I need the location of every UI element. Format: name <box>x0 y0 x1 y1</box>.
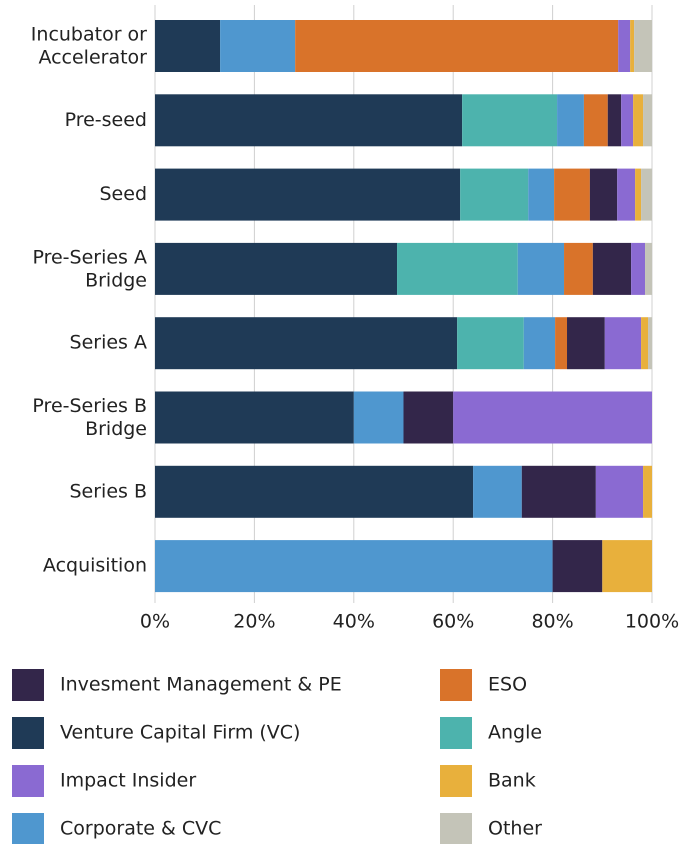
bar-segment <box>155 242 398 295</box>
bar-segment <box>564 242 593 295</box>
bar-segment <box>155 20 221 72</box>
legend-label: Bank <box>488 770 536 792</box>
y-tick-label: Pre-Series A Bridge <box>32 246 147 291</box>
bar-segment <box>403 391 454 444</box>
bar-segment <box>462 94 558 147</box>
legend-swatch <box>12 813 44 844</box>
bar-segment <box>557 94 584 147</box>
x-tick-label: 40% <box>333 611 375 633</box>
bar-segment <box>641 168 652 221</box>
bar-segment <box>473 465 522 518</box>
bar-segment <box>621 94 634 147</box>
y-tick-label: Pre-Series B Bridge <box>32 395 147 440</box>
bar-segment <box>155 465 474 518</box>
x-tick-label: 100% <box>625 611 679 633</box>
bar-segment <box>517 242 565 295</box>
bar-segment <box>353 391 404 444</box>
bar-segment <box>633 94 644 147</box>
bar-segment <box>645 242 652 295</box>
bar-segment <box>602 540 652 593</box>
bar-segment <box>155 540 553 593</box>
x-tick-label: 20% <box>233 611 275 633</box>
bar-segment <box>589 168 618 221</box>
bar-segment <box>617 168 636 221</box>
bar-segment <box>583 94 608 147</box>
bar-segment <box>523 317 556 370</box>
legend-label: Other <box>488 818 542 840</box>
legend-swatch <box>440 669 472 701</box>
y-tick-label: Pre-seed <box>65 109 147 131</box>
bar-segment <box>397 242 518 295</box>
legend-label: ESO <box>488 674 527 696</box>
legend-label: Corporate & CVC <box>60 818 221 840</box>
bar-segment <box>631 242 646 295</box>
bar-segment <box>457 317 524 370</box>
legend-label: Angle <box>488 722 542 744</box>
bar-segment <box>567 317 605 370</box>
legend-swatch <box>440 717 472 749</box>
bar-segment <box>453 391 652 444</box>
bar-segment <box>554 168 590 221</box>
bar-segment <box>643 94 652 147</box>
bar-segment <box>460 168 529 221</box>
bar-segment <box>595 465 644 518</box>
bar-segment <box>155 94 463 147</box>
legend-swatch <box>12 765 44 797</box>
bar-segment <box>552 540 603 593</box>
y-tick-label: Acquisition <box>43 555 147 577</box>
legend-label: Impact Insider <box>60 770 196 792</box>
bar-segment <box>155 391 354 444</box>
legend-swatch <box>12 717 44 749</box>
y-tick-label: Seed <box>100 183 148 205</box>
bar-segment <box>618 20 631 72</box>
legend-label: Venture Capital Firm (VC) <box>60 722 300 744</box>
x-tick-label: 80% <box>531 611 573 633</box>
bar-segment <box>155 168 461 221</box>
legend-swatch <box>12 669 44 701</box>
legend-swatch <box>440 765 472 797</box>
x-tick-label: 0% <box>140 611 170 633</box>
bar-segment <box>607 94 622 147</box>
bar-segment <box>630 20 635 72</box>
bar-segment <box>635 168 642 221</box>
bar-segment <box>634 20 652 72</box>
bar-segment <box>521 465 596 518</box>
y-tick-label: Incubator or Accelerator <box>31 23 147 68</box>
legend-label: Invesment Management & PE <box>60 674 342 696</box>
bar-segment <box>604 317 642 370</box>
x-tick-label: 60% <box>432 611 474 633</box>
bar-segment <box>295 20 619 72</box>
bar-segment <box>648 317 652 370</box>
bar-segment <box>643 465 652 518</box>
bar-segment <box>155 317 458 370</box>
y-tick-label: Series A <box>70 332 147 354</box>
legend-swatch <box>440 813 472 844</box>
bar-segment <box>641 317 649 370</box>
bar-segment <box>528 168 555 221</box>
bar-segment <box>555 317 568 370</box>
bar-segment <box>592 242 632 295</box>
y-tick-label: Series B <box>69 480 147 502</box>
bar-segment <box>220 20 296 72</box>
